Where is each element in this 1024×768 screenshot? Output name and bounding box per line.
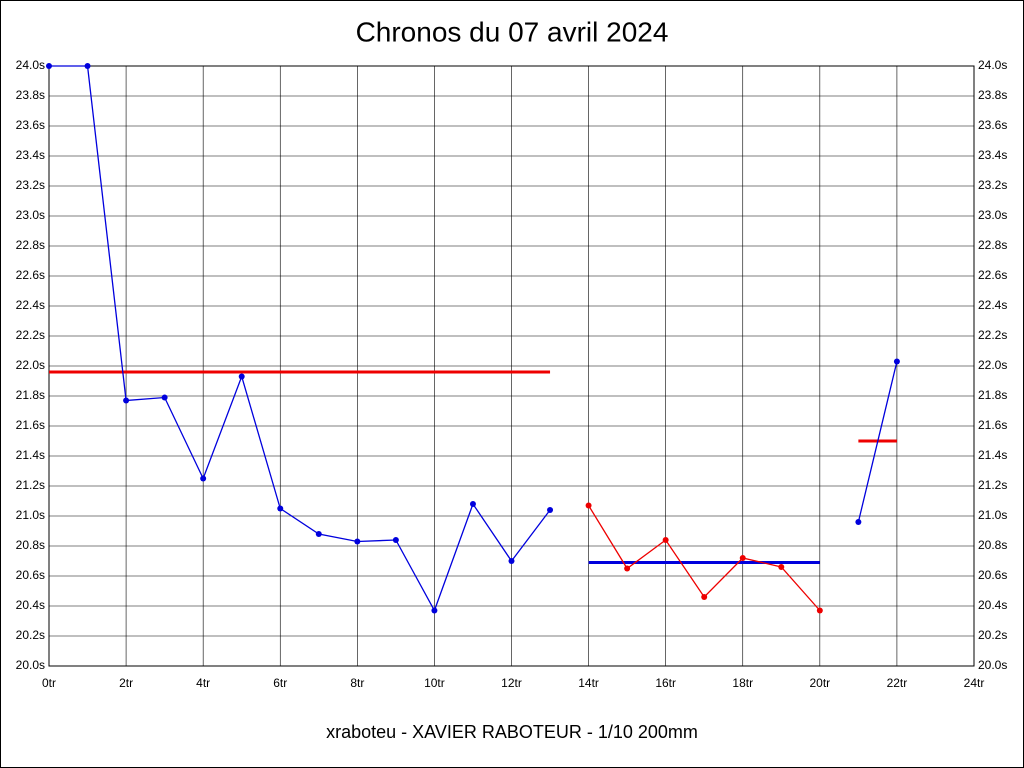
- y2-tick-label: 23.8s: [978, 88, 1007, 102]
- y2-tick-label: 22.2s: [978, 328, 1007, 342]
- point: [315, 531, 322, 537]
- point: [855, 519, 862, 525]
- point: [431, 607, 438, 614]
- y-tick-label: 22.6s: [16, 268, 45, 282]
- point: [354, 538, 361, 545]
- point: [624, 565, 631, 572]
- point: [585, 502, 592, 509]
- x-tick-label: 4tr: [196, 676, 210, 690]
- y2-tick-label: 21.4s: [978, 448, 1007, 462]
- y2-tick-label: 20.2s: [978, 628, 1007, 642]
- y-tick-label: 21.2s: [16, 478, 45, 492]
- point: [778, 564, 785, 570]
- y-tick-label: 20.6s: [16, 568, 45, 582]
- x-tick-label: 10tr: [424, 676, 445, 690]
- point: [123, 397, 130, 404]
- x-tick-label: 18tr: [732, 676, 753, 690]
- point: [84, 63, 91, 69]
- y2-tick-label: 22.8s: [978, 238, 1007, 252]
- point: [547, 507, 554, 513]
- point: [893, 358, 900, 365]
- y-tick-label: 21.0s: [16, 508, 45, 522]
- point: [392, 537, 399, 543]
- y-tick-label: 21.6s: [16, 418, 45, 432]
- point: [238, 373, 245, 380]
- y2-tick-label: 20.4s: [978, 598, 1007, 612]
- y2-tick-label: 20.8s: [978, 538, 1007, 552]
- y2-tick-label: 22.4s: [978, 298, 1007, 312]
- point: [469, 501, 476, 507]
- x-tick-label: 22tr: [887, 676, 908, 690]
- y2-tick-label: 21.8s: [978, 388, 1007, 402]
- point: [816, 607, 823, 614]
- footer: xraboteu - XAVIER RABOTEUR - 1/10 200mm: [326, 722, 698, 742]
- y-tick-label: 24.0s: [16, 58, 45, 72]
- x-tick-label: 8tr: [350, 676, 364, 690]
- y-tick-label: 22.0s: [16, 358, 45, 372]
- y2-tick-label: 21.0s: [978, 508, 1007, 522]
- point: [508, 558, 515, 564]
- series-line: [49, 65, 898, 613]
- point: [662, 537, 669, 543]
- point: [701, 594, 708, 600]
- y2-tick-label: 21.6s: [978, 418, 1007, 432]
- y-tick-label: 22.4s: [16, 298, 45, 312]
- x-tick-label: 14tr: [578, 676, 599, 690]
- y2-tick-label: 23.2s: [978, 178, 1007, 192]
- x-tick-label: 20tr: [809, 676, 830, 690]
- x-tick-label: 0tr: [42, 676, 56, 690]
- x-tick-label: 24tr: [964, 676, 985, 690]
- y2-tick-label: 22.6s: [978, 268, 1007, 282]
- y-tick-label: 20.2s: [16, 628, 45, 642]
- y-tick-label: 23.0s: [16, 208, 45, 222]
- y-tick-label: 22.2s: [16, 328, 45, 342]
- x-tick-label: 16tr: [655, 676, 676, 690]
- y2-tick-label: 23.4s: [978, 148, 1007, 162]
- y-tick-label: 20.8s: [16, 538, 45, 552]
- y2-tick-label: 24.0s: [978, 58, 1007, 72]
- point: [46, 63, 52, 69]
- y2-tick-label: 20.0s: [978, 658, 1007, 672]
- x-tick-label: 6tr: [273, 676, 287, 690]
- y-tick-label: 23.4s: [16, 148, 45, 162]
- y-tick-label: 20.0s: [16, 658, 45, 672]
- y-tick-label: 20.4s: [16, 598, 45, 612]
- y-tick-label: 21.8s: [16, 388, 45, 402]
- point: [200, 475, 207, 482]
- y-tick-label: 22.8s: [16, 238, 45, 252]
- y-tick-label: 23.8s: [16, 88, 45, 102]
- y2-tick-label: 22.0s: [978, 358, 1007, 372]
- point: [277, 505, 284, 512]
- y-tick-label: 21.4s: [16, 448, 45, 462]
- y2-tick-label: 20.6s: [978, 568, 1007, 582]
- point: [739, 555, 746, 561]
- chart-title: Chronos du 07 avril 2024: [356, 16, 669, 47]
- y-tick-label: 23.2s: [16, 178, 45, 192]
- y2-tick-label: 23.6s: [978, 118, 1007, 132]
- x-tick-label: 12tr: [501, 676, 522, 690]
- y2-tick-label: 23.0s: [978, 208, 1007, 222]
- point: [161, 394, 168, 401]
- x-tick-label: 2tr: [119, 676, 133, 690]
- y2-tick-label: 21.2s: [978, 478, 1007, 492]
- y-tick-label: 23.6s: [16, 118, 45, 132]
